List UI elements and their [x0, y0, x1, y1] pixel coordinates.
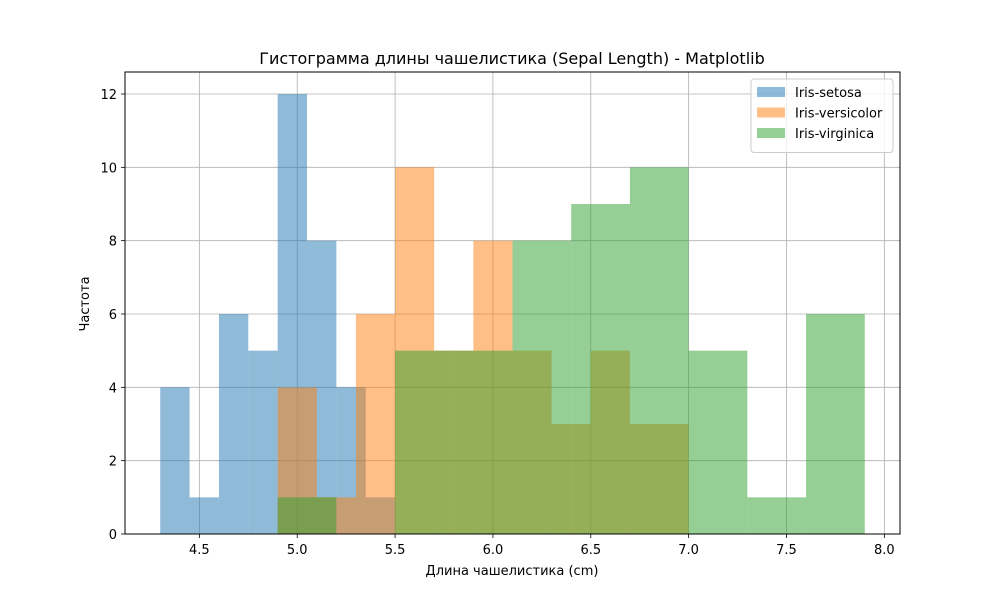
x-tick-label: 8.0	[874, 543, 895, 558]
y-tick-label: 6	[109, 308, 117, 323]
axis-ticks: 4.5 5.0 5.5 6.0 6.5 7.0 7.5 8.0 0 2 4 6 8 10 12	[100, 88, 894, 558]
histogram-bar	[629, 167, 689, 535]
y-tick-label: 4	[109, 381, 117, 396]
x-tick-label: 7.5	[776, 543, 797, 558]
chart-title: Гистограмма длины чашелистика (Sepal Len…	[259, 49, 764, 68]
legend-label: Iris-versicolor	[795, 107, 883, 122]
x-tick-label: 5.5	[385, 543, 406, 558]
histogram-bar	[355, 314, 396, 534]
series-iris-virginica	[277, 167, 865, 535]
x-tick-label: 5.0	[287, 543, 308, 558]
y-axis-title: Частота	[78, 276, 93, 331]
plot-frame	[124, 71, 901, 535]
histogram-bar	[571, 204, 630, 534]
y-tick-label: 2	[109, 455, 117, 470]
x-tick-label: 4.5	[189, 543, 210, 558]
histogram-bar	[189, 497, 219, 534]
y-tick-label: 10	[100, 161, 117, 176]
histogram-bar	[453, 350, 513, 534]
histogram-bar	[277, 497, 337, 534]
histogram-bar	[806, 314, 865, 534]
y-tick-label: 8	[109, 235, 117, 250]
histogram-bar	[160, 387, 190, 534]
legend-swatch	[757, 128, 785, 138]
y-tick-label: 12	[100, 88, 117, 103]
legend-label: Iris-setosa	[795, 86, 862, 101]
histogram-bar	[218, 314, 249, 534]
x-tick-label: 7.0	[678, 543, 699, 558]
histogram-bar	[512, 240, 572, 534]
legend-box	[750, 78, 894, 153]
histogram-bar	[688, 350, 748, 534]
x-axis-title: Длина чашелистика (cm)	[426, 564, 599, 579]
histogram-bar	[248, 350, 278, 534]
y-tick-label: 0	[109, 528, 117, 543]
legend-swatch	[757, 107, 785, 118]
histogram-bars	[160, 94, 865, 535]
legend-swatch	[757, 87, 785, 97]
histogram-bar	[395, 350, 454, 534]
legend: Iris-setosa Iris-versicolor Iris-virginica	[750, 78, 894, 153]
x-tick-label: 6.5	[580, 543, 601, 558]
x-tick-label: 6.0	[483, 543, 504, 558]
legend-label: Iris-virginica	[795, 127, 874, 142]
histogram-bar	[747, 497, 807, 534]
